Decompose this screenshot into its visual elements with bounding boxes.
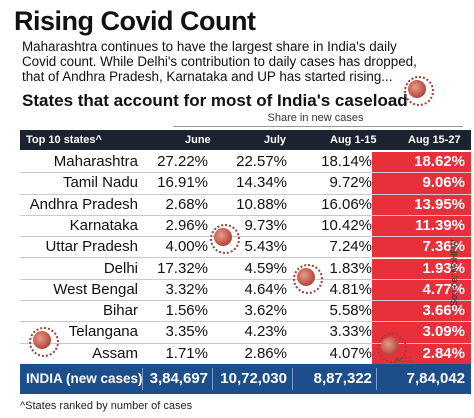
footnote: ^States ranked by number of cases <box>20 400 193 412</box>
table-header-row: Top 10 states^ June July Aug 1-15 Aug 15… <box>20 130 471 150</box>
intro-line: Covid count. While Delhi's contribution … <box>22 54 417 69</box>
value-aug-15-27: 3.66% <box>372 301 471 322</box>
table-row: Uttar Pradesh 4.00% 5.43% 7.24% 7.36% <box>20 237 471 259</box>
state-name: West Bengal <box>53 280 138 298</box>
column-divider <box>376 368 377 390</box>
table-row: Maharashtra 27.22% 22.57% 18.14% 18.62% <box>20 152 471 174</box>
virus-icon <box>377 333 407 363</box>
virus-icon <box>29 327 59 357</box>
virus-icon <box>293 264 323 294</box>
intro-line: Maharashtra continues to have the larges… <box>22 39 397 54</box>
column-header-july: July <box>264 134 287 146</box>
value-july: 5.43% <box>244 238 287 256</box>
total-label: INDIA (new cases) <box>26 371 143 386</box>
value-june: 4.00% <box>165 238 208 256</box>
value-aug-1-15: 4.07% <box>329 344 372 362</box>
state-name: Andhra Pradesh <box>29 195 138 213</box>
state-name: Bihar <box>102 302 138 320</box>
value-aug-1-15: 10.42% <box>321 216 372 234</box>
value-july: 3.62% <box>244 302 287 320</box>
column-divider <box>292 368 293 390</box>
total-aug-15-27: 7,84,042 <box>406 370 465 387</box>
total-aug-1-15: 8,87,322 <box>313 370 372 387</box>
total-july: 10,72,030 <box>220 370 287 387</box>
value-july: 4.59% <box>244 259 287 277</box>
value-june: 1.56% <box>165 302 208 320</box>
value-aug-1-15: 5.58% <box>329 302 372 320</box>
value-june: 3.32% <box>165 280 208 298</box>
value-july: 9.73% <box>244 216 287 234</box>
value-aug-1-15: 3.33% <box>329 323 372 341</box>
value-july: 4.23% <box>244 323 287 341</box>
state-name: Delhi <box>103 259 138 277</box>
value-july: 14.34% <box>236 174 287 192</box>
table-subtitle: States that account for most of India's … <box>22 91 408 110</box>
state-name: Maharashtra <box>53 153 138 170</box>
value-july: 2.86% <box>244 344 287 362</box>
value-aug-15-27: 18.62% <box>372 152 471 173</box>
state-name: Tamil Nadu <box>62 174 138 192</box>
value-aug-1-15: 1.83% <box>329 259 372 277</box>
table-row: Delhi 17.32% 4.59% 1.83% 1.93% <box>20 258 471 280</box>
total-june: 3,84,697 <box>149 370 208 387</box>
table-row: Bihar 1.56% 3.62% 5.58% 3.66% <box>20 301 471 323</box>
value-aug-1-15: 18.14% <box>321 153 372 170</box>
state-name: Karnataka <box>69 216 138 234</box>
table-row: Karnataka 2.96% 9.73% 10.42% 11.39% <box>20 215 471 238</box>
virus-icon <box>404 76 434 106</box>
source-credit: Source: MoHFW <box>449 239 459 306</box>
total-row: INDIA (new cases) 3,84,697 10,72,030 8,8… <box>20 364 471 394</box>
value-june: 3.35% <box>165 323 208 341</box>
share-group-divider <box>173 126 463 127</box>
value-june: 2.68% <box>165 195 208 213</box>
value-june: 17.32% <box>157 259 208 277</box>
value-aug-15-27: 13.95% <box>372 194 471 215</box>
value-aug-15-27: 4.77% <box>372 279 471 301</box>
table-row: Tamil Nadu 16.91% 14.34% 9.72% 9.06% <box>20 173 471 195</box>
watermark: BCCL <box>395 357 414 364</box>
value-aug-1-15: 16.06% <box>321 195 372 213</box>
value-aug-1-15: 9.72% <box>329 174 372 192</box>
share-group-header: Share in new cases <box>267 112 364 124</box>
state-name: Uttar Pradesh <box>45 238 138 256</box>
intro-text: Maharashtra continues to have the larges… <box>22 39 470 84</box>
value-aug-1-15: 4.81% <box>329 280 372 298</box>
value-july: 4.64% <box>244 280 287 298</box>
value-aug-15-27: 11.39% <box>372 215 471 237</box>
value-aug-15-27: 9.06% <box>372 173 471 194</box>
intro-line: that of Andhra Pradesh, Karnataka and UP… <box>22 69 393 84</box>
state-name: Telangana <box>68 323 138 341</box>
value-june: 16.91% <box>157 174 208 192</box>
column-divider <box>212 368 213 390</box>
value-aug-1-15: 7.24% <box>329 238 372 256</box>
value-june: 2.96% <box>165 216 208 234</box>
value-aug-15-27: 7.36% <box>372 237 471 258</box>
value-june: 1.71% <box>165 344 208 362</box>
virus-icon <box>210 224 240 254</box>
value-june: 27.22% <box>157 153 208 170</box>
column-header-june: June <box>185 134 211 146</box>
state-name: Assam <box>92 344 138 362</box>
value-aug-15-27: 1.93% <box>372 258 471 279</box>
value-july: 22.57% <box>236 153 287 170</box>
table-row: West Bengal 3.32% 4.64% 4.81% 4.77% <box>20 279 471 302</box>
table-row: Andhra Pradesh 2.68% 10.88% 16.06% 13.95% <box>20 194 471 216</box>
column-header-states: Top 10 states^ <box>26 134 102 146</box>
column-header-aug-15-27: Aug 15-27 <box>408 134 461 146</box>
page-title: Rising Covid Count <box>14 6 256 36</box>
value-july: 10.88% <box>236 195 287 213</box>
column-divider <box>142 368 143 390</box>
column-header-aug-1-15: Aug 1-15 <box>330 134 377 146</box>
